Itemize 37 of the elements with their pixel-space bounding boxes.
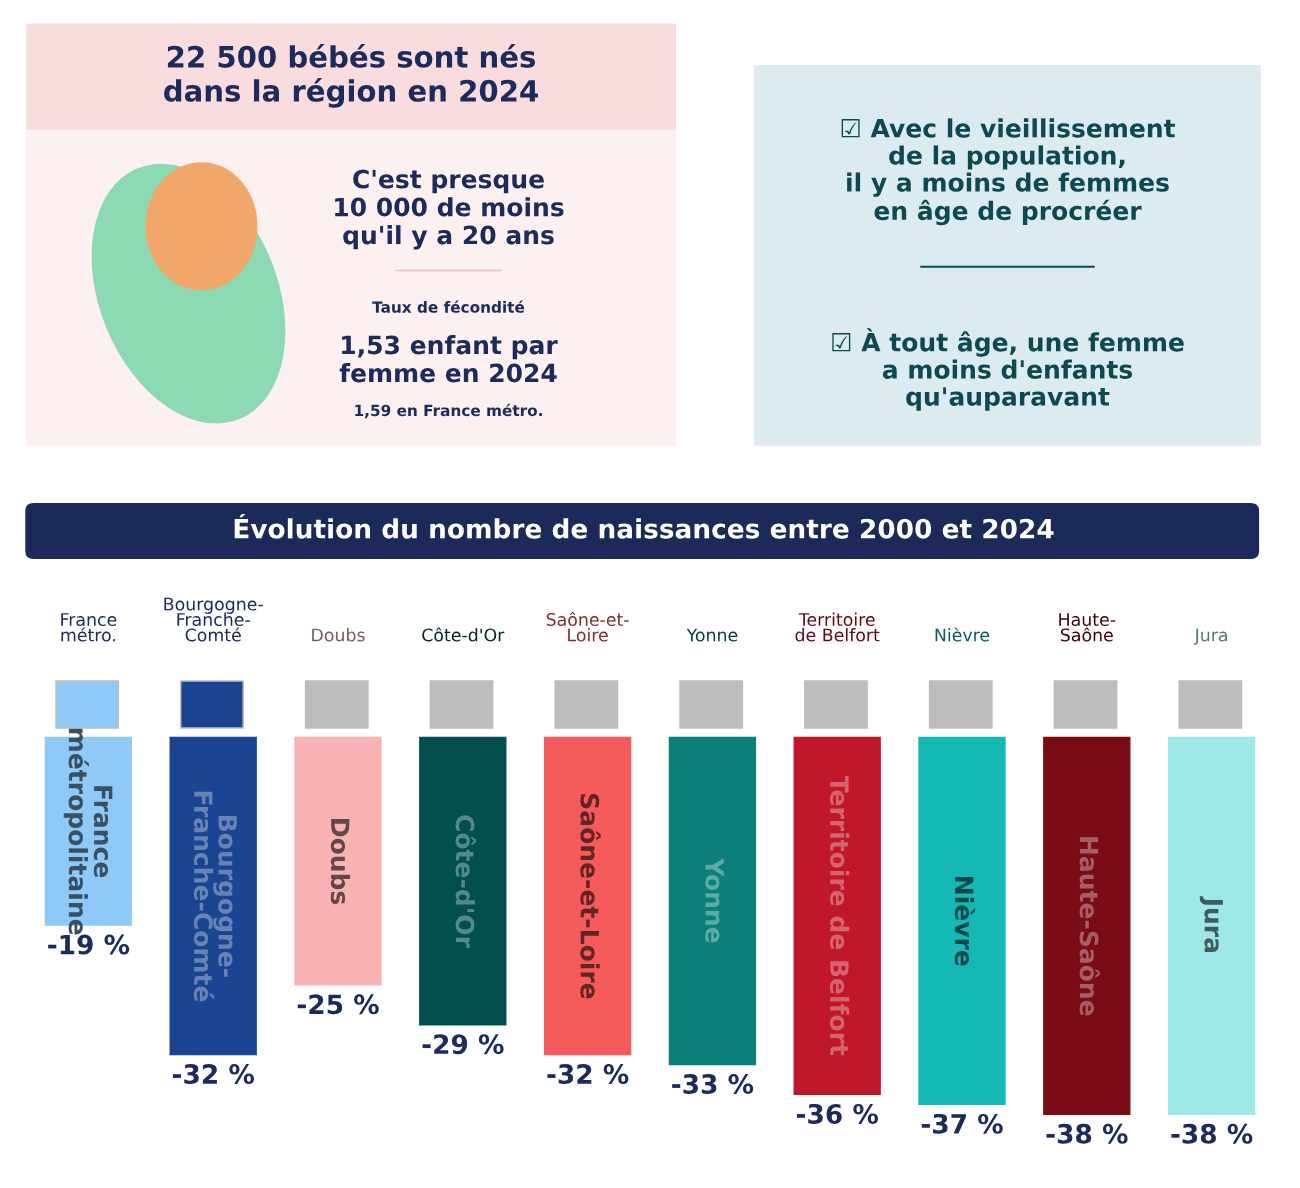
x-tick-label: Bourgogne- Franche- Comté — [164, 597, 263, 642]
annotation: Jura — [1199, 896, 1223, 952]
data-label: -33 % — [672, 1074, 754, 1094]
text: 22 500 bébés sont nés dans la région en 2024 — [164, 44, 538, 108]
chart-title: Évolution du nombre de naissances entre 2000 et 2024 — [234, 513, 1054, 539]
data-label: -19 % — [48, 934, 130, 955]
x-tick-label: Haute- Saône — [1059, 613, 1116, 642]
x-tick-label: Saône-et- Loire — [546, 611, 629, 642]
annotation: Nièvre — [954, 877, 976, 966]
annotation: Bourgogne- Franche-Comté — [193, 791, 237, 1002]
x-tick-label: France métro. — [61, 613, 117, 642]
x-tick-label: Yonne — [686, 628, 738, 642]
data-label: -29 % — [422, 1034, 504, 1055]
text: 1,59 en France métro. — [355, 403, 542, 419]
x-tick-label: Nièvre — [935, 627, 990, 642]
x-tick-label: Côte-d'Or — [422, 627, 505, 642]
annotation: Côte-d'Or — [455, 815, 476, 948]
data-label: -38 % — [1171, 1123, 1253, 1144]
annotation: Doubs — [330, 819, 351, 905]
data-label: -32 % — [547, 1064, 629, 1085]
x-tick-label: Doubs — [312, 628, 365, 642]
data-label: -36 % — [796, 1103, 879, 1124]
annotation: Saône-et-Loire — [580, 794, 601, 999]
text: C'est presque 10 000 de moins qu'il y a 20 ans — [335, 169, 564, 250]
text: Taux de fécondité — [372, 300, 525, 313]
text: 1,53 enfant par femme en 2024 — [339, 335, 558, 383]
annotation: Yonne — [705, 857, 724, 943]
data-label: -38 % — [1046, 1123, 1128, 1144]
annotation: France métropolitaine — [63, 728, 113, 935]
annotation: Haute-Saône — [1079, 837, 1100, 1016]
x-tick-label: Territoire de Belfort — [795, 612, 880, 642]
data-label: -32 % — [172, 1064, 255, 1085]
text: ☑ À tout âge, une femme a moins d'enfants qu'auparavant — [832, 328, 1184, 411]
data-label: -37 % — [921, 1113, 1003, 1134]
data-label: -25 % — [297, 994, 379, 1015]
text: ☑ Avec le vieillissement de la population, il y a moins de femmes en âge de procréer — [841, 118, 1175, 226]
x-tick-label: Jura — [1193, 628, 1227, 645]
